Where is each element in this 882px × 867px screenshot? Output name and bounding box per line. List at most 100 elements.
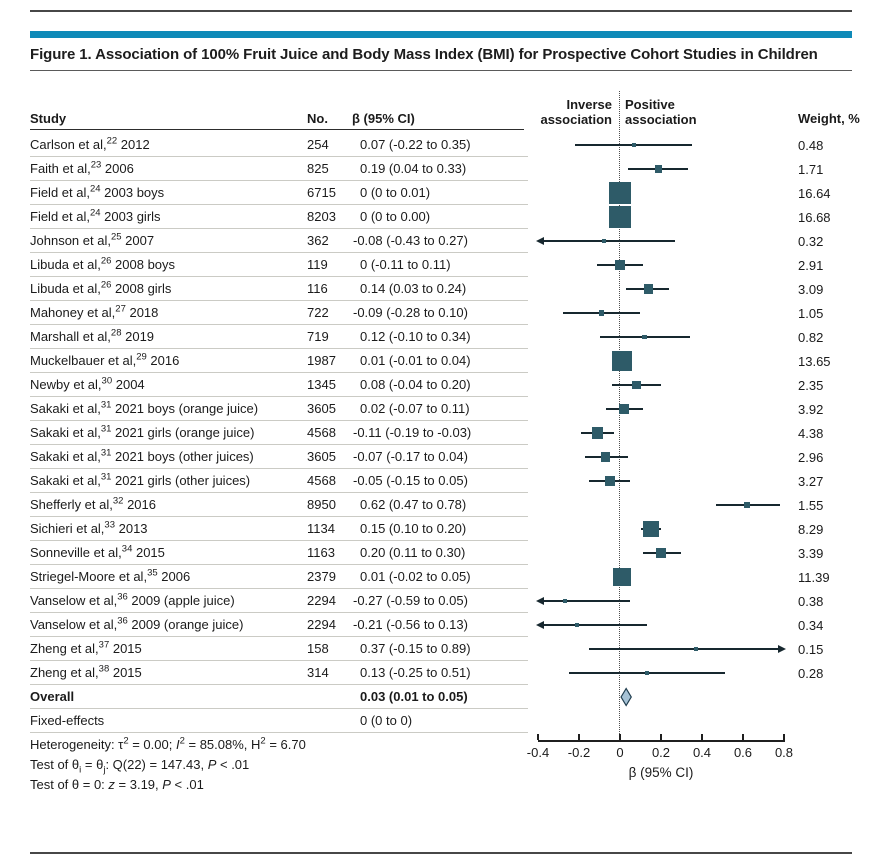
ci-marker-cell [528,373,798,397]
study-label: Sonneville et al,34 2015 [30,545,165,560]
study-sample-size: 8203 [307,209,336,224]
row-left-cells: Sakaki et al,31 2021 boys (other juices)… [30,445,528,469]
study-ci-text: 0.02 (-0.07 to 0.11) [360,401,470,416]
study-ci-text: 0.12 (-0.10 to 0.34) [360,329,471,344]
ci-marker-cell [528,253,798,277]
axis-tick [701,734,703,740]
study-ci-text: 0.19 (0.04 to 0.33) [360,161,467,176]
study-weight: 0.82 [798,329,824,345]
ci-marker-cell [528,589,798,613]
table-row: Libuda et al,26 2008 girls 116 0.14 (0.0… [30,277,852,301]
study-weight: 0.28 [798,665,824,681]
reference-superscript: 32 [112,497,124,507]
x-axis-title: β (95% CI) [628,765,694,780]
study-weight: 0.32 [798,233,824,249]
study-weight: 8.29 [798,521,824,537]
footnote-line: Test of θ = 0: z = 3.19, P < .01 [30,777,204,792]
positive-label-line1: Positive [625,97,675,112]
study-sample-size: 1134 [307,521,335,536]
row-left-cells: Fixed-effects 0 (0 to 0) [30,709,528,733]
ci-marker-cell [528,229,798,253]
effect-square [608,181,631,204]
table-row: Field et al,24 2003 girls 8203 0 (0 to 0… [30,205,852,229]
axis-tick [660,734,662,740]
row-left-cells: Vanselow et al,36 2009 (orange juice) 22… [30,613,528,637]
study-ci-text: 0.07 (-0.22 to 0.35) [360,137,471,152]
row-left-cells: Striegel-Moore et al,35 2006 2379 0.01 (… [30,565,528,589]
study-label: Shefferly et al,32 2016 [30,497,156,512]
study-label: Libuda et al,26 2008 boys [30,257,176,272]
study-weight: 3.09 [798,281,824,297]
study-ci-text: -0.21 (-0.56 to 0.13) [353,617,468,632]
row-left-cells: Mahoney et al,27 2018 722 -0.09 (-0.28 t… [30,301,528,325]
study-weight: 3.27 [798,473,824,489]
axis-tick-label: 0.6 [733,745,753,760]
study-weight: 4.38 [798,425,824,441]
x-axis-line [538,740,785,742]
study-ci-text: 0 (0 to 0) [360,713,413,728]
study-label: Sakaki et al,31 2021 boys (other juices) [30,449,254,464]
row-left-cells: Newby et al,30 2004 1345 0.08 (-0.04 to … [30,373,528,397]
study-label: Sakaki et al,31 2021 girls (orange juice… [30,425,255,440]
study-weight: 11.39 [798,569,830,585]
table-row: Carlson et al,22 2012 254 0.07 (-0.22 to… [30,133,852,157]
ci-marker-cell [528,205,798,229]
effect-square [618,403,630,415]
effect-square [644,671,649,675]
col-weight: Weight, % [798,111,860,126]
study-sample-size: 362 [307,233,329,248]
table-row: Mahoney et al,27 2018 722 -0.09 (-0.28 t… [30,301,852,325]
effect-square [612,567,632,587]
effect-square [643,284,654,294]
study-weight: 0.38 [798,593,824,609]
study-sample-size: 119 [307,257,328,272]
reference-superscript: 26 [100,281,112,291]
title-rule [30,70,852,72]
study-label: Fixed-effects [30,713,105,728]
study-ci-text: 0.03 (0.01 to 0.05) [360,689,468,704]
study-sample-size: 116 [307,281,328,296]
effect-square [615,260,625,270]
ci-marker-cell [528,133,798,157]
study-weight: 2.35 [798,377,824,393]
ci-line [538,624,647,626]
axis-tick [537,734,539,740]
reference-superscript: 27 [115,305,126,315]
table-row: Vanselow et al,36 2009 (orange juice) 22… [30,613,852,637]
axis-tick-label: -0.4 [526,745,550,760]
row-left-cells: Sichieri et al,33 2013 1134 0.15 (0.10 t… [30,517,528,541]
reference-superscript: 28 [110,329,122,339]
axis-tick-label: 0.2 [651,745,671,760]
ci-marker-cell [528,397,798,421]
footnotes: Heterogeneity: τ2 = 0.00; I2 = 85.08%, H… [30,735,306,795]
study-label: Overall [30,689,75,704]
reference-superscript: 36 [117,617,128,627]
study-ci-text: -0.11 (-0.19 to -0.03) [353,425,472,440]
study-ci-text: -0.27 (-0.59 to 0.05) [353,593,468,608]
axis-tick-label: 0.4 [692,745,712,760]
effect-square [598,310,605,316]
column-headers: Study No. β (95% CI) Inverse association… [30,88,860,130]
effect-square [656,548,666,558]
table-row: Zheng et al,38 2015 314 0.13 (-0.25 to 0… [30,661,852,685]
ci-line [538,600,631,602]
study-sample-size: 722 [307,305,329,320]
axis-tick-label: 0.8 [774,745,794,760]
ci-marker-cell [528,349,798,373]
ci-marker-cell [528,181,798,205]
forest-rows: Carlson et al,22 2012 254 0.07 (-0.22 to… [30,133,852,733]
reference-superscript: 33 [104,521,115,531]
study-sample-size: 1345 [307,377,336,392]
study-label: Faith et al,23 2006 [30,161,134,176]
study-label: Zheng et al,37 2015 [30,641,142,656]
study-ci-text: 0.13 (-0.25 to 0.51) [360,665,471,680]
study-sample-size: 4568 [307,473,336,488]
ci-marker-cell [528,565,798,589]
ci-arrow-left [536,237,544,245]
row-left-cells: Zheng et al,38 2015 314 0.13 (-0.25 to 0… [30,661,528,685]
overall-diamond [620,687,632,707]
effect-square [632,380,641,390]
study-sample-size: 4568 [307,425,336,440]
axis-tick [578,734,580,740]
